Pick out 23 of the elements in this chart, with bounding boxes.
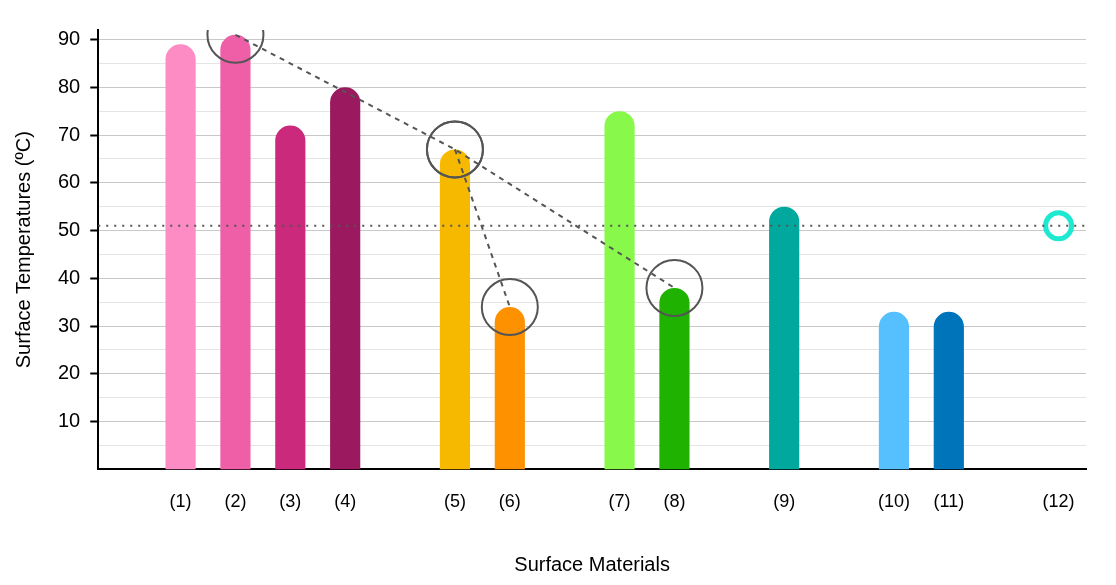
y-tick-label: 40 [58, 265, 81, 288]
y-tick-label: 50 [58, 218, 81, 241]
y-tick-label: 80 [58, 74, 81, 97]
x-axis-title: Surface Materials [514, 552, 670, 575]
y-tick-label: 60 [58, 170, 81, 193]
x-tick-label: (3) [279, 491, 302, 512]
x-tick-label: (4) [334, 491, 357, 512]
x-tick-label: (7) [608, 491, 631, 512]
x-tick-label: (10) [877, 491, 910, 512]
x-tick-label: (2) [224, 491, 247, 512]
x-tick-label: (6) [498, 491, 521, 512]
x-tick-label: (9) [773, 491, 796, 512]
y-axis-title: Surface Temperatures (ºC) [11, 131, 34, 369]
x-tick-label: (1) [169, 491, 192, 512]
y-tick-label: 20 [58, 361, 81, 384]
x-tick-label: (5) [443, 491, 466, 512]
x-tick-label: (8) [663, 491, 686, 512]
y-tick-label: 70 [58, 122, 81, 145]
y-tick-label: 90 [58, 27, 81, 50]
x-tick-label: (11) [933, 491, 965, 512]
y-tick-label: 30 [58, 313, 81, 336]
x-tick-label: (12) [1042, 491, 1075, 512]
y-tick-label: 10 [58, 409, 81, 432]
